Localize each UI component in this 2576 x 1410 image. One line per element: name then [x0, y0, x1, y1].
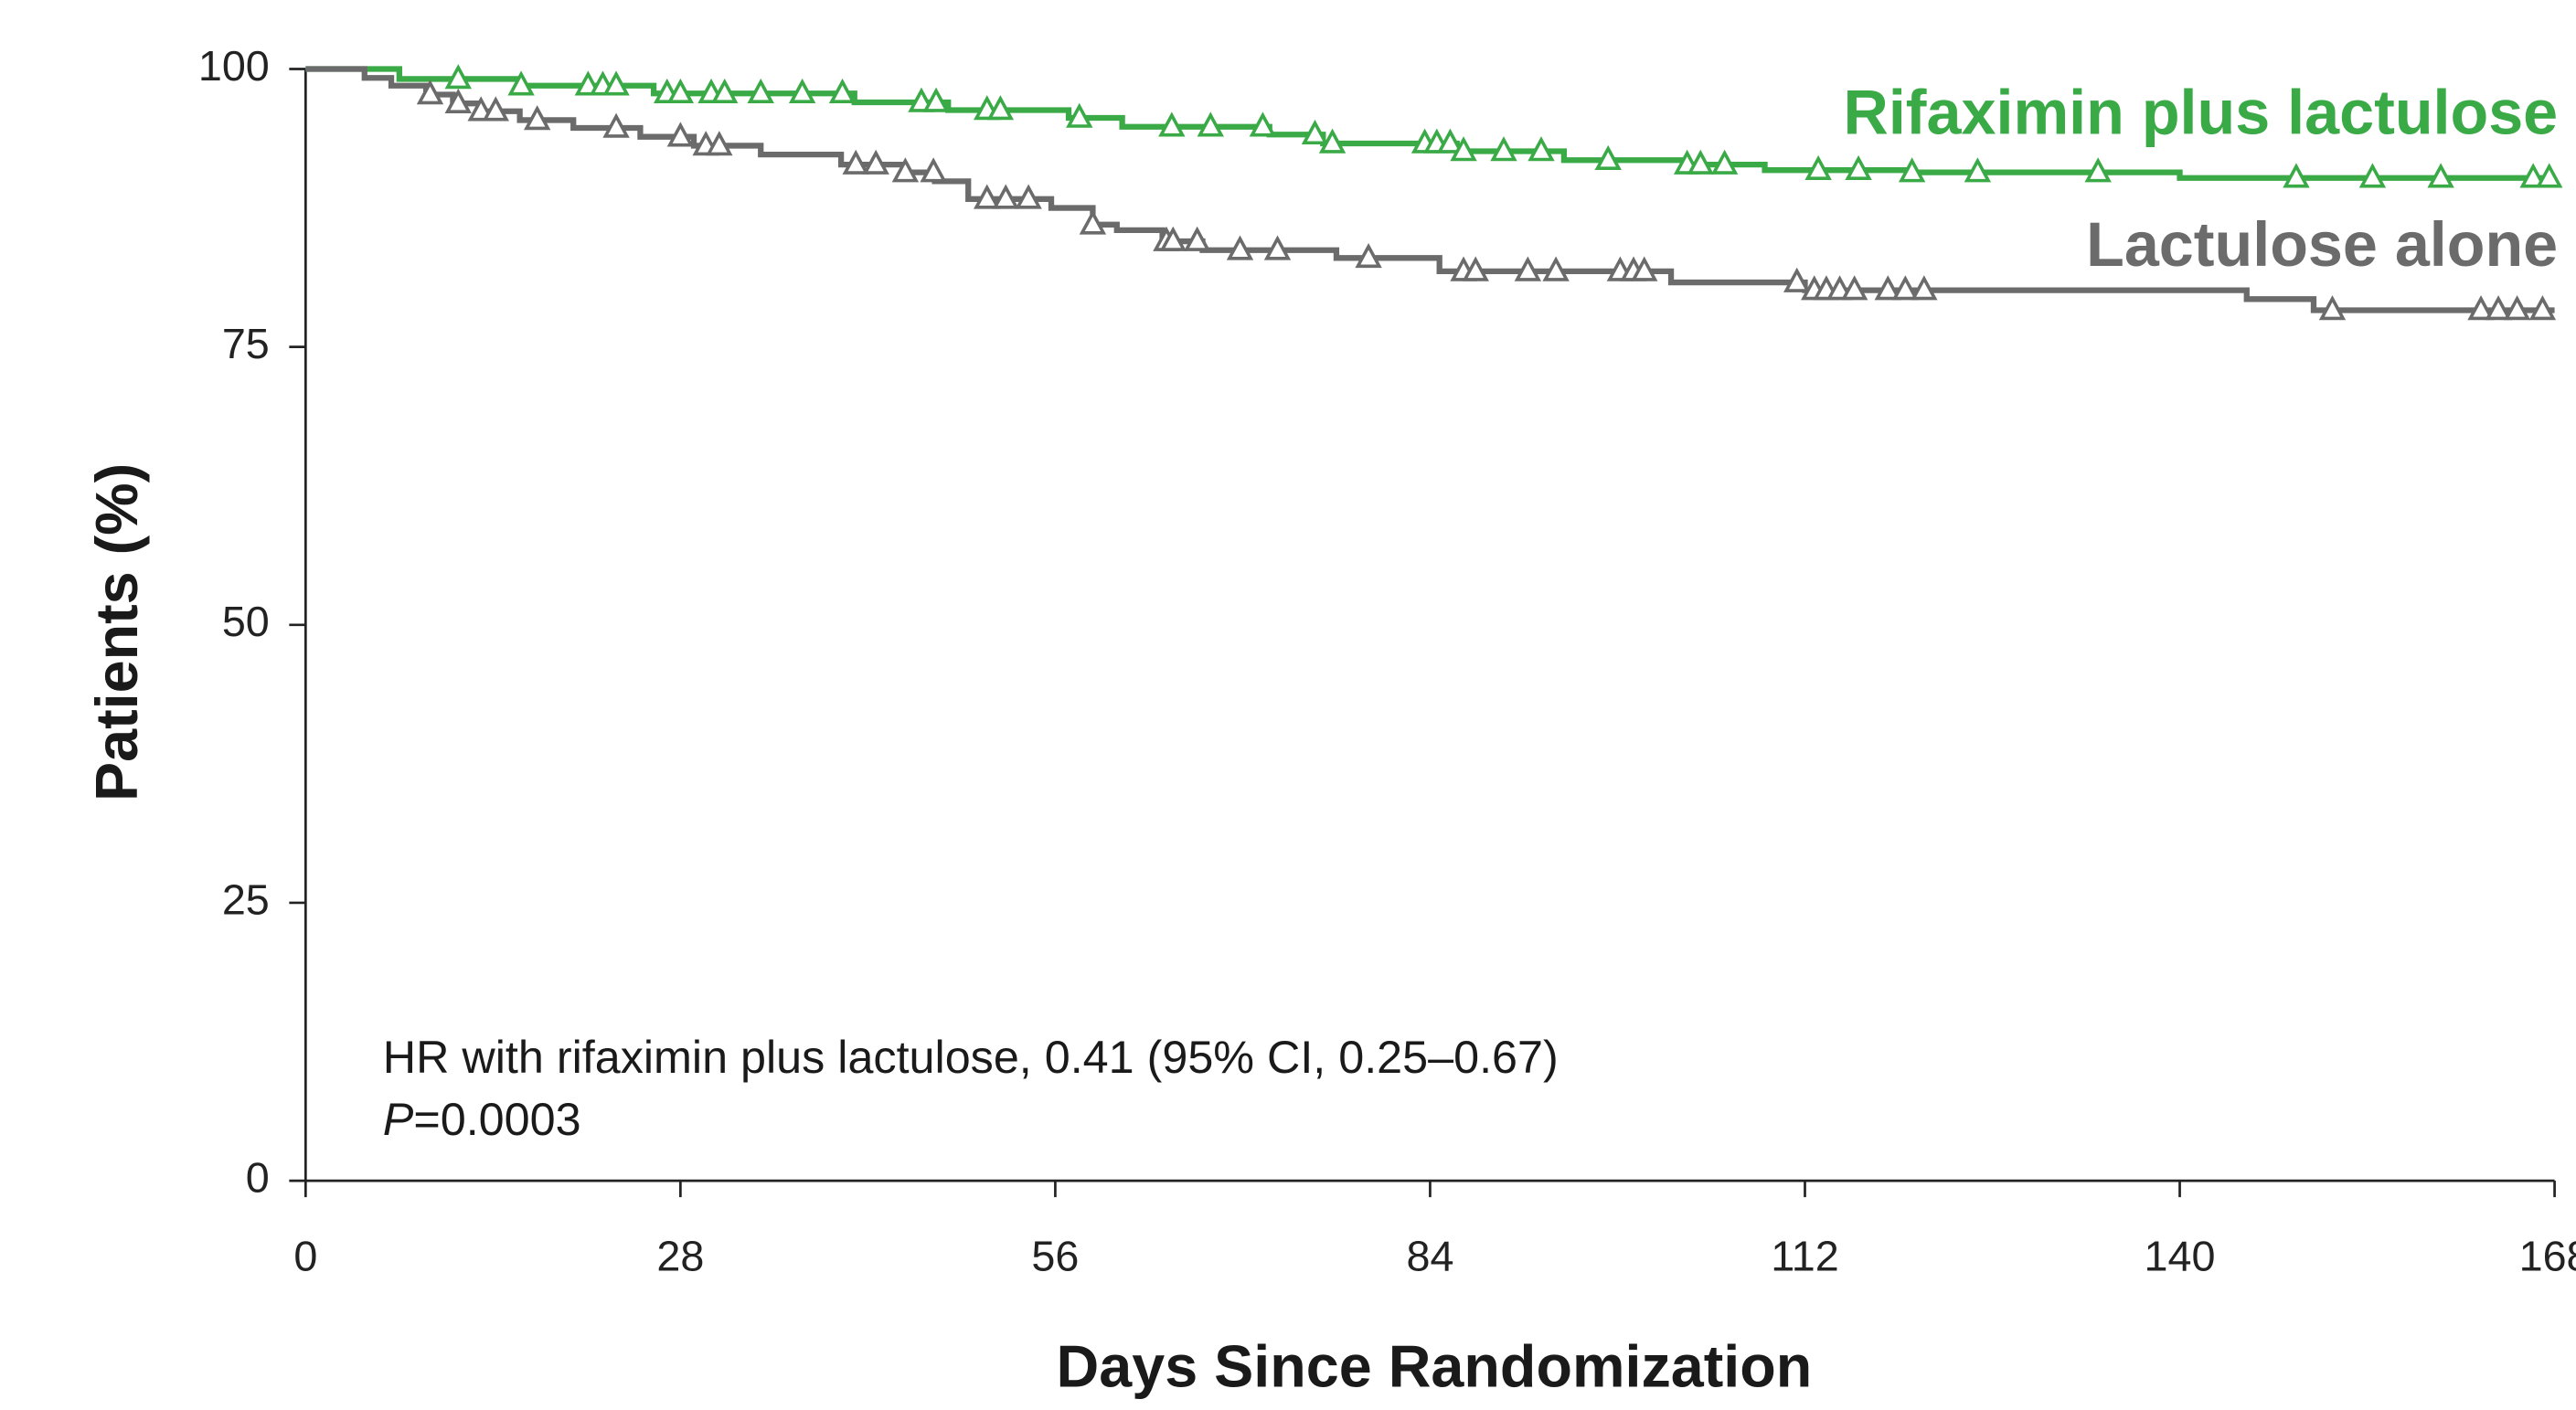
y-tick-label: 100 — [198, 42, 270, 90]
censor-mark — [828, 78, 857, 104]
y-tick-label: 75 — [222, 320, 270, 367]
censor-mark — [1542, 256, 1570, 281]
censor-mark — [2467, 295, 2495, 321]
x-tick-label: 140 — [2145, 1233, 2216, 1280]
censor-mark — [666, 122, 695, 147]
y-tick-label: 0 — [246, 1153, 270, 1201]
y-tick-label: 50 — [222, 598, 270, 645]
censor-mark — [444, 88, 472, 113]
censor-mark — [1528, 136, 1555, 162]
censor-mark — [1355, 242, 1382, 269]
censor-mark — [2427, 163, 2454, 188]
censor-mark — [602, 70, 630, 96]
annotation: HR with rifaximin plus lactulose, 0.41 (… — [383, 1031, 1559, 1083]
censor-mark — [507, 70, 535, 96]
censor-mark — [1911, 275, 1938, 301]
censor-mark — [891, 157, 920, 183]
censor-mark — [1514, 256, 1542, 281]
x-tick-label: 168 — [2519, 1233, 2576, 1280]
censor-mark — [1687, 149, 1714, 175]
censor-mark — [1898, 157, 1926, 183]
censor-mark — [2358, 163, 2387, 188]
censor-mark — [922, 87, 950, 112]
censor-mark — [1840, 275, 1868, 301]
censor-mark — [710, 78, 739, 104]
y-axis-title: Patients (%) — [83, 463, 150, 801]
censor-mark — [2318, 295, 2347, 321]
p-number: =0.0003 — [413, 1094, 580, 1146]
x-tick-label: 112 — [1771, 1233, 1838, 1280]
censor-mark — [862, 149, 889, 175]
censor-mark — [2519, 163, 2547, 188]
censor-mark — [1158, 111, 1186, 137]
y-tick-label: 25 — [222, 875, 270, 923]
censor-mark — [1594, 144, 1622, 171]
censor-mark — [666, 78, 695, 104]
censor-mark — [1462, 256, 1489, 281]
censor-mark — [523, 105, 551, 131]
x-axis-title: Days Since Randomization — [1057, 1333, 1813, 1400]
censor-mark — [1183, 226, 1211, 251]
censor-mark — [1249, 111, 1277, 137]
censor-mark — [1490, 136, 1517, 162]
censor-mark — [1845, 154, 1872, 180]
censor-mark — [920, 157, 947, 183]
censor-mark — [842, 149, 869, 175]
censor-mark — [1964, 157, 1992, 183]
censor-mark — [706, 131, 733, 156]
censor-mark — [2084, 157, 2112, 183]
censor-mark — [1226, 235, 1254, 260]
censor-mark — [1631, 256, 1658, 281]
censor-mark — [1436, 128, 1464, 154]
legend-label: Lactulose alone — [2086, 210, 2558, 280]
censor-mark — [1263, 235, 1292, 260]
censor-mark — [992, 184, 1019, 209]
censor-mark — [1197, 111, 1224, 137]
censor-mark — [974, 184, 1001, 209]
censor-mark — [2536, 163, 2563, 188]
legend-label: Rifaximin plus lactulose — [1844, 78, 2559, 147]
p-value: P=0.0003 — [383, 1094, 581, 1146]
censor-mark — [1015, 184, 1042, 209]
censor-mark — [602, 112, 630, 138]
censor-mark — [986, 95, 1015, 121]
censor-mark — [2503, 295, 2531, 321]
censor-mark — [2283, 163, 2310, 188]
censor-mark — [416, 80, 444, 105]
censor-mark — [1450, 136, 1477, 162]
censor-mark — [1874, 275, 1901, 301]
censor-mark — [2485, 295, 2512, 321]
censor-mark — [788, 78, 816, 104]
censor-mark — [1301, 119, 1329, 145]
censor-mark — [2528, 295, 2557, 321]
censor-mark — [1804, 154, 1832, 180]
censor-mark — [1783, 267, 1811, 292]
censor-mark — [444, 64, 472, 90]
p-label: P — [383, 1094, 414, 1146]
censor-mark — [1891, 275, 1920, 301]
x-tick-label: 56 — [1031, 1233, 1079, 1280]
censor-mark — [482, 96, 509, 122]
censor-mark — [1318, 128, 1347, 154]
censor-mark — [1710, 149, 1739, 175]
x-tick-label: 84 — [1406, 1233, 1453, 1280]
censor-mark — [1079, 209, 1107, 235]
x-tick-label: 0 — [293, 1233, 317, 1280]
censor-mark — [1066, 102, 1093, 128]
censor-mark — [747, 78, 774, 104]
x-tick-label: 28 — [656, 1233, 704, 1280]
censor-mark — [1159, 226, 1187, 251]
